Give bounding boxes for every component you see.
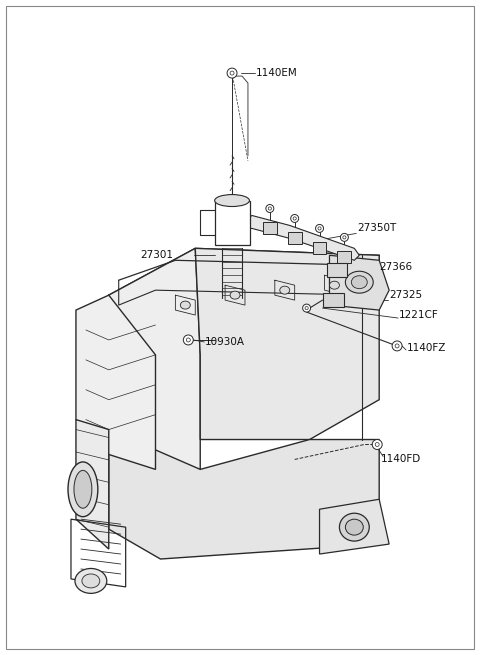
Circle shape — [291, 214, 299, 223]
Ellipse shape — [180, 301, 190, 309]
Ellipse shape — [82, 574, 100, 588]
Circle shape — [268, 207, 271, 210]
Circle shape — [305, 307, 308, 310]
Circle shape — [183, 335, 193, 345]
Ellipse shape — [346, 271, 373, 293]
Circle shape — [372, 440, 382, 449]
Circle shape — [227, 68, 237, 78]
Circle shape — [293, 217, 296, 220]
Text: 1140FD: 1140FD — [381, 455, 421, 464]
Polygon shape — [76, 420, 109, 549]
Ellipse shape — [351, 276, 367, 289]
Polygon shape — [109, 248, 200, 470]
FancyBboxPatch shape — [288, 233, 301, 244]
Ellipse shape — [339, 514, 369, 541]
Ellipse shape — [280, 286, 290, 294]
Ellipse shape — [75, 569, 107, 593]
Text: 1221CF: 1221CF — [399, 310, 439, 320]
Circle shape — [340, 233, 348, 241]
Polygon shape — [109, 430, 379, 559]
Text: 27350T: 27350T — [357, 223, 396, 233]
Circle shape — [315, 225, 324, 233]
Circle shape — [318, 227, 321, 230]
FancyBboxPatch shape — [323, 293, 344, 307]
Polygon shape — [215, 200, 250, 246]
Text: 27325: 27325 — [389, 290, 422, 300]
Ellipse shape — [68, 462, 98, 517]
Text: 27301: 27301 — [141, 250, 174, 260]
Ellipse shape — [329, 281, 339, 289]
Polygon shape — [195, 248, 379, 440]
Circle shape — [343, 236, 346, 239]
Circle shape — [395, 344, 399, 348]
Text: 10930A: 10930A — [205, 337, 245, 347]
Circle shape — [375, 443, 379, 447]
FancyBboxPatch shape — [263, 223, 277, 234]
Circle shape — [186, 338, 190, 342]
Ellipse shape — [346, 519, 363, 535]
Polygon shape — [248, 215, 360, 260]
Polygon shape — [320, 499, 389, 554]
Ellipse shape — [230, 291, 240, 299]
FancyBboxPatch shape — [337, 252, 351, 263]
Text: 27366: 27366 — [379, 262, 412, 272]
Polygon shape — [76, 295, 156, 470]
Circle shape — [302, 304, 311, 312]
Circle shape — [266, 204, 274, 212]
FancyBboxPatch shape — [312, 242, 326, 254]
Text: 1140EM: 1140EM — [256, 68, 298, 78]
Circle shape — [230, 71, 234, 75]
Circle shape — [392, 341, 402, 351]
Polygon shape — [329, 255, 389, 310]
FancyBboxPatch shape — [327, 263, 348, 277]
Text: 1140FZ: 1140FZ — [407, 343, 446, 353]
Ellipse shape — [215, 195, 250, 206]
Polygon shape — [109, 248, 379, 345]
Ellipse shape — [74, 470, 92, 508]
